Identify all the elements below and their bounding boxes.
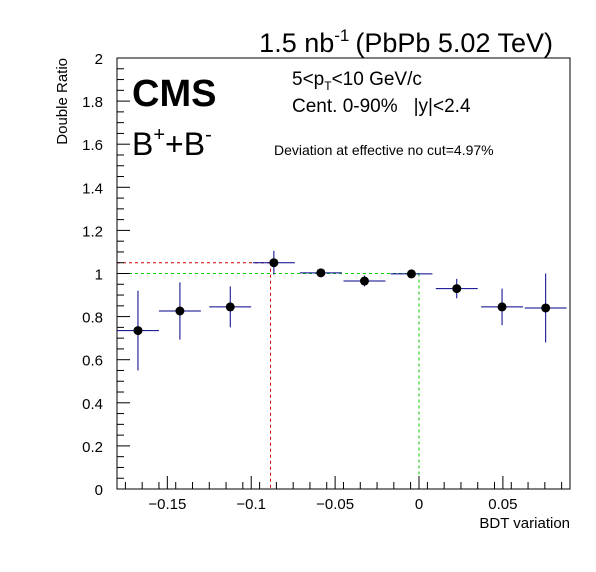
y-tick-label: 0.8: [82, 310, 103, 327]
y-tick-label: 0.4: [82, 396, 103, 413]
lumi-value: 1.5 nb: [259, 28, 334, 58]
x-tick-label: −0.15: [148, 496, 186, 513]
data-point: [406, 269, 416, 279]
y-tick-label: 2: [95, 51, 103, 68]
experiment-label: CMS: [132, 73, 216, 115]
y-axis: 0 0.2 0.4 0.6 0.8 1 1.2 1.4 1.6 1.8 2: [82, 51, 130, 499]
data-point: [452, 284, 462, 294]
pt-range-low: 5<p: [292, 69, 324, 90]
x-tick-label: −0.05: [316, 496, 354, 513]
y-tick-label: 0.2: [82, 439, 103, 456]
x-tick-label: 0.05: [488, 496, 517, 513]
particle-charge-plus: +: [153, 124, 165, 146]
lumi-exponent: -1: [334, 26, 349, 45]
x-axis-title: BDT variation: [479, 515, 570, 532]
deviation-label: Deviation at effective no cut=4.97%: [274, 142, 494, 158]
centrality-value: Cent. 0-90%: [292, 96, 398, 117]
particle-join: +B: [165, 126, 205, 162]
rapidity-value: |y|<2.4: [414, 96, 471, 117]
collision-system: (PbPb 5.02 TeV): [355, 28, 553, 58]
y-tick-label: 0.6: [82, 353, 103, 370]
data-point: [316, 268, 326, 278]
data-point: [497, 302, 507, 312]
pt-range-label: 5<pT<10 GeV/c: [292, 69, 422, 93]
reference-lines: [117, 262, 420, 489]
y-tick-label: 1.4: [82, 180, 103, 197]
x-axis: −0.15 −0.1 −0.05 0 0.05: [124, 476, 563, 513]
y-tick-label: 1.6: [82, 137, 103, 154]
centrality-label: Cent. 0-90% |y|<2.4: [292, 96, 471, 117]
x-tick-label: 0: [415, 496, 423, 513]
data-point: [175, 306, 185, 316]
x-tick-label: −0.1: [236, 496, 266, 513]
pt-range-high: <10 GeV/c: [332, 69, 422, 90]
y-axis-title: Double Ratio: [54, 58, 71, 145]
particle-b: B: [132, 126, 153, 162]
y-tick-label: 1: [95, 267, 103, 284]
data-point: [225, 302, 235, 312]
pt-subscript: T: [324, 79, 332, 93]
data-point: [269, 258, 279, 268]
particle-label: B++B-: [132, 124, 212, 162]
particle-charge-minus: -: [205, 124, 212, 146]
data-points: [117, 250, 567, 371]
data-point: [541, 303, 551, 313]
data-point: [359, 276, 369, 286]
y-tick-label: 1.8: [82, 94, 103, 111]
lumi-label: 1.5 nb-1 (PbPb 5.02 TeV): [259, 26, 553, 58]
y-tick-label: 1.2: [82, 223, 103, 240]
data-point: [133, 326, 143, 336]
y-tick-label: 0: [95, 482, 103, 499]
